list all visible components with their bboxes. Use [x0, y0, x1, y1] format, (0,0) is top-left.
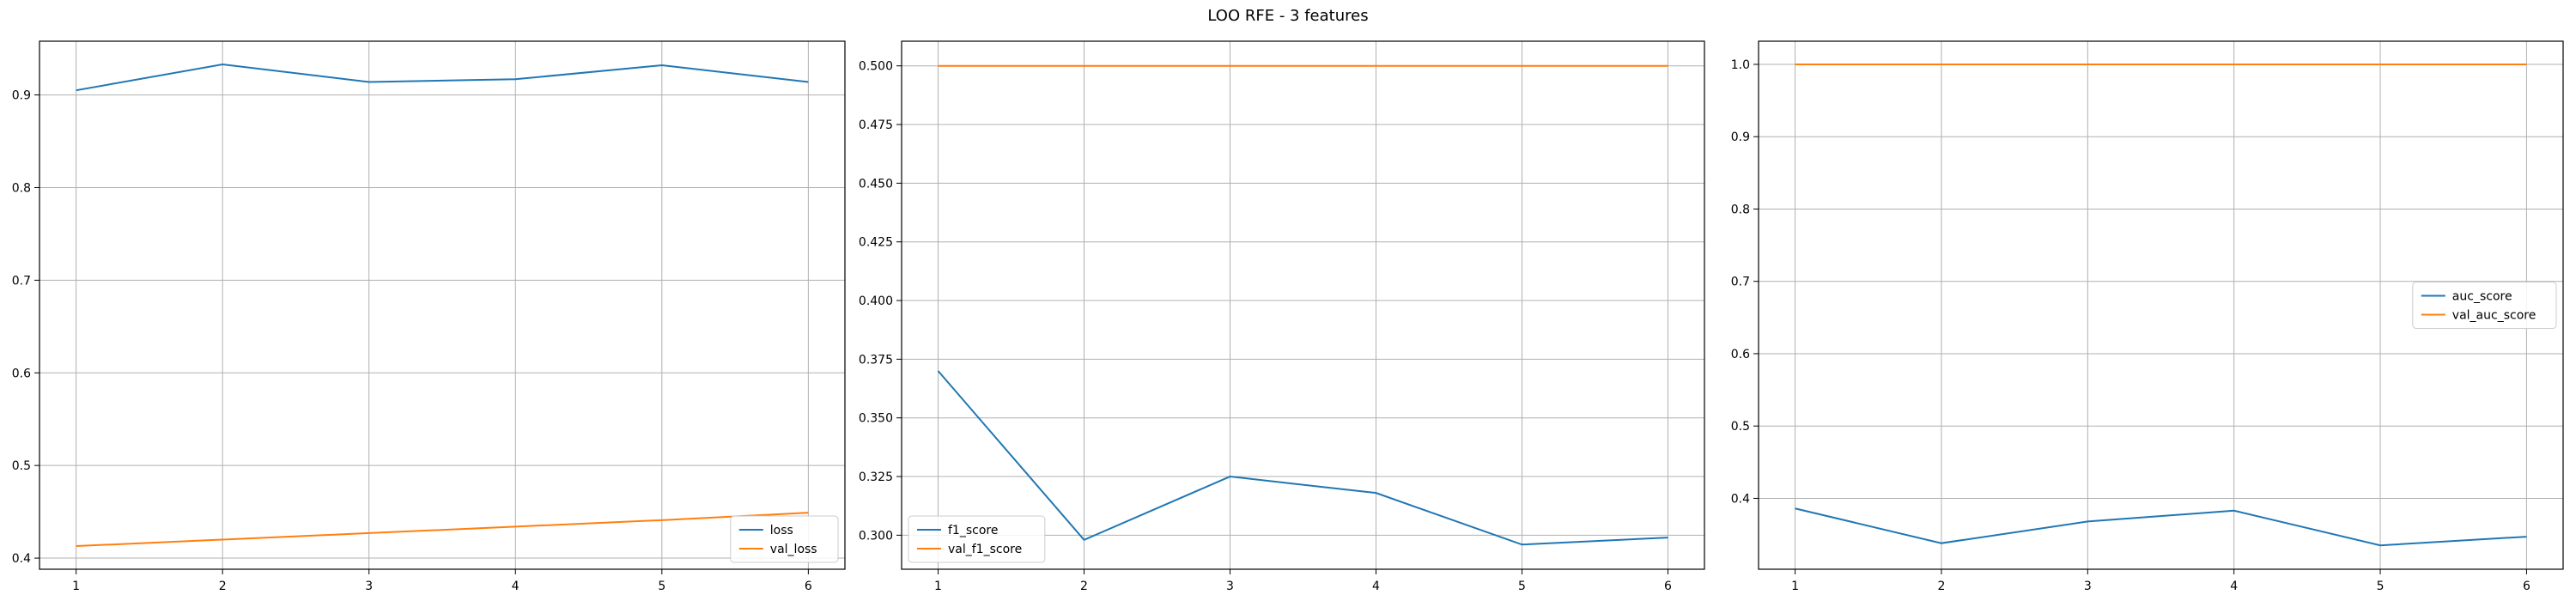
x-tick-label: 4	[512, 580, 519, 593]
y-tick-label: 1.0	[1731, 58, 1750, 72]
y-tick-label: 0.4	[12, 552, 31, 566]
legend-box	[730, 515, 839, 563]
x-tick-label: 3	[2084, 580, 2092, 593]
y-tick-label: 0.9	[12, 89, 31, 103]
y-tick-label: 0.475	[859, 118, 893, 132]
subplot-2: 1 2 3 4 5 6 0.300 0.325 0.350 0.375 0.400 0.425 0.45…	[859, 40, 1705, 593]
legend-label: val_loss	[770, 543, 817, 556]
y-tick-label: 0.500	[859, 60, 893, 74]
y-tick-label: 0.4	[1731, 492, 1750, 506]
x-tick-label: 6	[1664, 580, 1672, 593]
axes-frame	[1758, 40, 2564, 570]
series-line-f1_score	[937, 370, 1668, 546]
x-tick-label: 4	[1372, 580, 1380, 593]
y-tick-label: 0.400	[859, 294, 893, 308]
legend-box	[2412, 282, 2557, 329]
subplot-1: 1 2 3 4 5 6 0.4 0.5 0.6 0.7 0.8 0.9 loss val_loss	[12, 40, 846, 593]
axes-frame	[901, 40, 1705, 570]
x-tick-label: 1	[1791, 580, 1799, 593]
x-tick-label: 1	[72, 580, 80, 593]
y-tick-label: 0.6	[12, 367, 31, 380]
y-tick-label: 0.8	[12, 181, 31, 195]
legend-label: val_auc_score	[2452, 309, 2537, 323]
series-line-auc_score	[1795, 507, 2527, 547]
legend-box	[908, 515, 1046, 563]
y-tick-label: 0.325	[859, 470, 893, 484]
y-tick-label: 0.350	[859, 412, 893, 426]
x-tick-label: 6	[2523, 580, 2530, 593]
x-tick-label: 2	[219, 580, 227, 593]
subplot-3: 1 2 3 4 5 6 0.4 0.5 0.6 0.7 0.8 0.9 1.0 auc_score val_…	[1731, 40, 2564, 593]
axes-frame	[39, 40, 846, 570]
y-tick-label: 0.7	[12, 274, 31, 288]
y-tick-label: 0.450	[859, 177, 893, 191]
y-tick-label: 0.375	[859, 353, 893, 367]
legend-label: f1_score	[948, 524, 998, 537]
legend-label: val_f1_score	[948, 543, 1022, 556]
x-tick-label: 6	[805, 580, 812, 593]
x-tick-label: 2	[1080, 580, 1088, 593]
x-tick-label: 3	[1226, 580, 1234, 593]
y-tick-label: 0.425	[859, 236, 893, 250]
x-tick-label: 3	[365, 580, 373, 593]
x-tick-label: 5	[658, 580, 665, 593]
x-tick-label: 1	[934, 580, 942, 593]
figure-title: LOO RFE - 3 features	[1207, 7, 1369, 25]
y-tick-label: 0.300	[859, 529, 893, 543]
x-tick-label: 2	[1937, 580, 1945, 593]
y-tick-label: 0.7	[1731, 276, 1750, 289]
y-tick-label: 0.5	[1731, 420, 1750, 434]
series-line-loss	[76, 63, 809, 92]
y-tick-label: 0.5	[12, 459, 31, 473]
legend-label: loss	[770, 524, 793, 537]
x-tick-label: 4	[2230, 580, 2238, 593]
y-tick-label: 0.6	[1731, 348, 1750, 361]
x-tick-label: 5	[1518, 580, 1526, 593]
x-tick-label: 5	[2377, 580, 2385, 593]
legend-label: auc_score	[2452, 290, 2512, 304]
legend: loss val_loss	[730, 515, 839, 563]
legend: auc_score val_auc_score	[2412, 282, 2557, 329]
y-tick-label: 0.9	[1731, 131, 1750, 144]
legend: f1_score val_f1_score	[908, 515, 1046, 563]
series-line-val_loss	[76, 512, 809, 548]
y-tick-label: 0.8	[1731, 203, 1750, 216]
